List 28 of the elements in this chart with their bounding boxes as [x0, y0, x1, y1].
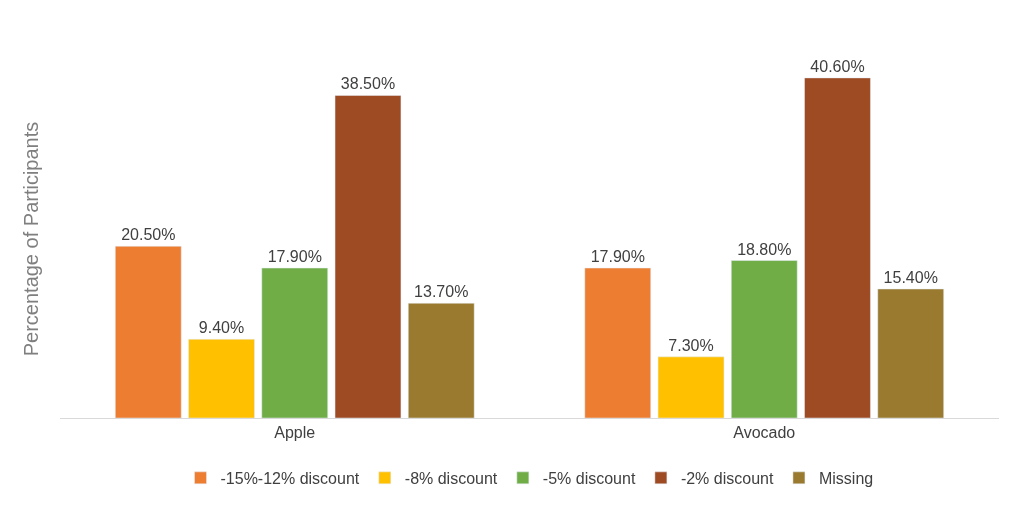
- bar: [584, 267, 651, 418]
- bar: [657, 356, 725, 418]
- x-tick-label: Avocado: [733, 424, 796, 442]
- data-label: 20.50%: [121, 226, 176, 244]
- bar: [731, 260, 798, 418]
- bar: [115, 246, 182, 418]
- data-label: 17.90%: [267, 248, 322, 266]
- bar: [188, 339, 255, 418]
- bar: [877, 288, 944, 418]
- data-label: 38.50%: [340, 75, 396, 93]
- bar: [408, 302, 475, 418]
- bar: [804, 77, 871, 418]
- data-label: 18.80%: [737, 240, 792, 258]
- legend-label: -15%-12% discount: [220, 470, 360, 488]
- bar: [334, 95, 402, 418]
- data-label: 17.90%: [590, 248, 645, 266]
- data-label: 9.40%: [198, 319, 245, 337]
- data-label: 15.40%: [883, 269, 938, 286]
- y-axis-title: Percentage of Participants: [19, 121, 42, 357]
- bar: [261, 267, 328, 418]
- data-label: 7.30%: [668, 336, 714, 354]
- x-tick-label: Apple: [274, 424, 316, 442]
- data-label: 13.70%: [414, 283, 469, 301]
- legend-label: -8% discount: [404, 470, 498, 488]
- legend-label: -2% discount: [680, 470, 774, 488]
- legend-label: Missing: [818, 470, 874, 488]
- data-label: 40.60%: [810, 57, 865, 75]
- legend-label: -5% discount: [542, 470, 636, 488]
